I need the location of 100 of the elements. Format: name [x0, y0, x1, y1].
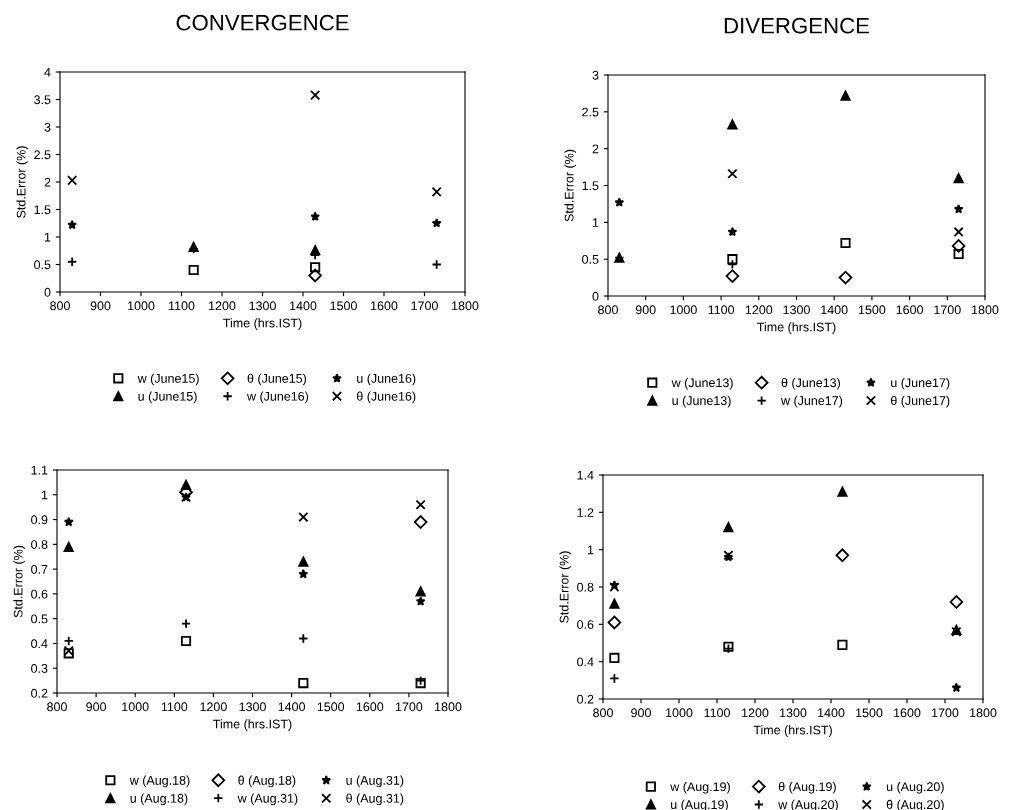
y-tick-label: 0.7 [31, 564, 48, 574]
x-tick-label: 800 [598, 305, 618, 315]
legend-label: w (Aug.31) [237, 793, 298, 806]
x-tick-label: 1100 [708, 305, 735, 315]
chart-title: CONVERGENCE [176, 14, 349, 31]
legend-label: w (Aug.18) [129, 775, 190, 788]
legend-label: w (June13) [671, 377, 733, 390]
x-tick-label: 1000 [666, 708, 693, 718]
x-tick-label: 1300 [249, 301, 276, 311]
y-axis-title: Std.Error (%) [564, 149, 577, 222]
x-tick-label: 1200 [742, 708, 769, 718]
x-tick-label: 800 [47, 702, 67, 712]
y-tick-label: 0.8 [577, 582, 594, 592]
y-tick-label: 0.5 [34, 260, 51, 270]
y-tick-label: 1.5 [582, 181, 599, 191]
x-tick-label: 1000 [122, 702, 149, 712]
x-tick-label: 1700 [395, 702, 423, 712]
x-tick-label: 1800 [452, 301, 479, 311]
y-axis-title: Std.Error (%) [559, 551, 572, 623]
x-tick-label: 900 [631, 708, 651, 718]
y-tick-label: 0.8 [31, 540, 48, 549]
x-tick-label: 1500 [858, 305, 886, 315]
y-tick-label: 1.1 [31, 465, 48, 475]
legend-label: θ (Aug.18) [238, 775, 296, 788]
x-tick-label: 1300 [780, 708, 807, 718]
x-tick-label: 1600 [371, 301, 398, 311]
x-tick-label: 1300 [239, 702, 266, 712]
legend-label: θ (June15) [247, 373, 306, 386]
y-tick-label: 0.6 [577, 620, 594, 629]
x-tick-label: 900 [90, 301, 111, 311]
y-tick-label: 0.2 [577, 694, 594, 704]
legend-label: u (Aug.18) [130, 793, 188, 806]
x-tick-label: 1500 [856, 708, 883, 718]
x-tick-label: 1700 [934, 305, 961, 315]
x-tick-label: 1200 [200, 702, 227, 712]
y-tick-label: 0.5 [31, 614, 48, 624]
x-tick-label: 1800 [435, 702, 462, 712]
legend-label: w (June16) [246, 391, 309, 404]
y-tick-label: 1.5 [34, 205, 51, 215]
legend-label: u (June17) [891, 377, 950, 390]
legend-label: θ (June13) [781, 377, 840, 390]
x-tick-label: 800 [50, 301, 70, 311]
y-tick-label: 0.5 [582, 254, 599, 264]
x-tick-label: 900 [635, 305, 656, 315]
x-tick-label: 1800 [970, 708, 997, 718]
x-tick-label: 1700 [411, 301, 438, 311]
x-tick-label: 1100 [169, 301, 195, 311]
legend-label: θ (Aug.19) [778, 781, 836, 794]
y-axis-title: Std.Error (%) [16, 146, 29, 218]
y-tick-label: 2.5 [582, 107, 599, 117]
y-tick-label: 1.2 [577, 508, 594, 517]
y-tick-label: 3 [44, 122, 51, 132]
x-tick-label: 800 [593, 708, 613, 718]
x-tick-label: 1600 [896, 305, 924, 315]
x-tick-label: 1800 [972, 305, 999, 315]
x-tick-label: 1400 [821, 305, 848, 315]
x-tick-label: 1400 [290, 301, 317, 311]
x-axis-title: Time (hrs.IST) [223, 318, 302, 330]
legend-label: w (June17) [780, 395, 843, 408]
x-tick-label: 1200 [745, 305, 773, 315]
x-tick-label: 1400 [278, 702, 306, 712]
y-tick-label: 0.4 [31, 639, 48, 649]
legend-label: w (Aug.19) [670, 781, 730, 794]
x-axis-title: Time (hrs.IST) [753, 725, 832, 737]
y-tick-label: 0.3 [31, 664, 48, 673]
legend-label: θ (June17) [890, 395, 950, 408]
legend-label: u (June13) [672, 395, 731, 408]
legend-label: u (June16) [357, 373, 416, 386]
legend-label: u (Aug.31) [346, 775, 404, 788]
x-tick-label: 1300 [783, 305, 810, 315]
y-tick-label: 1 [44, 232, 51, 242]
x-tick-label: 900 [86, 702, 107, 712]
y-tick-label: 3 [592, 70, 599, 80]
y-tick-label: 0.6 [31, 589, 48, 599]
x-tick-label: 1100 [704, 708, 730, 718]
x-tick-label: 1600 [356, 702, 384, 712]
y-tick-label: 0 [592, 291, 599, 301]
x-tick-label: 1000 [128, 301, 155, 311]
y-tick-label: 2 [44, 177, 51, 187]
x-tick-label: 1700 [932, 708, 959, 718]
legend-label: θ (June16) [356, 391, 416, 404]
y-tick-label: 1.4 [577, 470, 594, 480]
y-tick-label: 1 [587, 545, 594, 555]
y-tick-label: 0.2 [31, 688, 48, 698]
y-tick-label: 0.4 [577, 657, 594, 667]
y-tick-label: 2.5 [34, 150, 51, 160]
x-tick-label: 1600 [894, 708, 921, 718]
y-tick-label: 1 [592, 218, 599, 227]
y-tick-label: 0 [44, 287, 51, 297]
y-tick-label: 2 [592, 144, 599, 154]
y-axis-title: Std.Error (%) [13, 545, 26, 618]
y-tick-label: 4 [44, 67, 51, 77]
x-tick-label: 1500 [317, 702, 345, 712]
legend-label: u (Aug.20) [886, 781, 944, 794]
y-tick-label: 3.5 [34, 95, 51, 105]
x-tick-label: 1100 [161, 702, 188, 712]
x-tick-label: 1400 [818, 708, 845, 718]
legend-label: w (June15) [137, 373, 199, 386]
x-axis-title: Time (hrs.IST) [213, 719, 292, 731]
y-tick-label: 0.9 [31, 515, 48, 525]
